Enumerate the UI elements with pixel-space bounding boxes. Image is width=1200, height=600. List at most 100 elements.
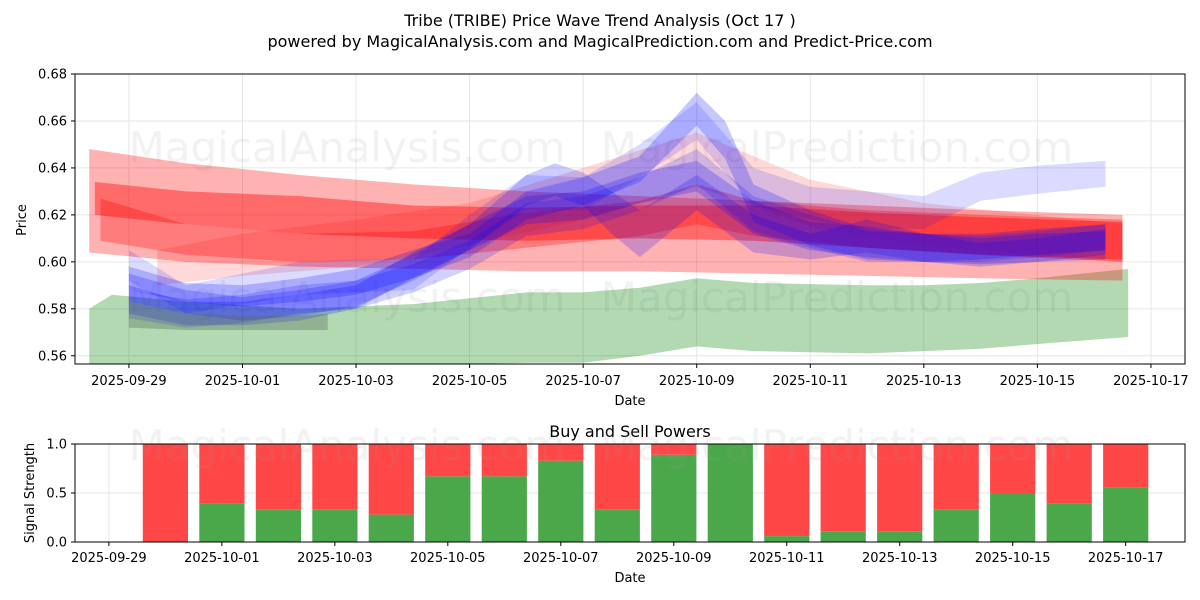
price-x-tick-label: 2025-10-11 [772,374,848,389]
watermark-analysis: MagicalAnalysis.com [129,123,566,172]
price-y-tick-label: 0.60 [38,255,67,270]
sell-bar-2025-10-03 [312,444,358,510]
buy-bar-2025-10-15 [990,493,1036,542]
price-x-tick-label: 2025-09-29 [91,374,167,389]
price-x-tick-label: 2025-10-17 [1113,374,1189,389]
price-y-tick-label: 0.64 [38,161,67,176]
signal-y-axis-label: Signal Strength [23,443,38,543]
price-frame [74,73,1186,365]
sell-bar-2025-10-14 [933,444,979,510]
buy-bar-2025-10-07 [538,460,584,542]
blue-wave-band-5 [128,149,1106,328]
signal-chart-title: Buy and Sell Powers [549,422,711,441]
buy-bar-2025-10-05 [425,476,471,542]
price-bands [89,92,1129,364]
buy-bar-2025-10-09 [651,454,697,542]
signal-panel: Buy and Sell Powers MagicalAnalysis.com … [23,421,1186,586]
buy-bar-2025-10-01 [199,503,245,542]
sell-bar-2025-10-01 [199,444,245,504]
buy-bar-2025-10-13 [877,531,923,542]
red-trend-band-3 [100,184,1123,262]
chart-subtitle: powered by MagicalAnalysis.com and Magic… [267,32,932,51]
signal-watermark-analysis: MagicalAnalysis.com [129,421,566,470]
signal-x-tick-label: 2025-09-29 [71,551,147,566]
price-x-axis-label: Date [614,394,645,409]
sell-bar-2025-10-13 [877,444,923,532]
signal-x-axis-label: Date [614,571,645,586]
price-y-tick-label: 0.66 [38,114,67,129]
blue-wave-band-4 [128,102,1106,314]
signal-y-tick-label: 1.0 [46,438,67,453]
buy-bar-2025-10-06 [481,476,527,542]
sell-bar-2025-10-16 [1046,444,1092,504]
green-support-band [89,268,1129,364]
sell-bar-2025-09-30 [142,444,188,542]
price-x-tick-label: 2025-10-03 [318,374,394,389]
signal-x-tick-label: 2025-10-05 [410,551,486,566]
signal-watermark-prediction: MagicalPrediction.com [601,421,1074,470]
red-trend-band-2 [94,182,1123,260]
signal-bars [142,444,1149,542]
price-x-ticks: 2025-09-29 2025-10-01 2025-10-03 2025-10-05… [91,364,1189,389]
sell-bar-2025-10-17 [1103,444,1149,488]
signal-x-tick-label: 2025-10-17 [1088,551,1164,566]
red-trend-band-1 [89,149,1123,281]
blue-wave-band-1 [128,92,1106,307]
price-y-axis-label: Price [15,204,30,236]
blue-wave-band-2 [128,160,1106,326]
buy-bar-2025-10-04 [368,514,414,542]
price-y-tick-label: 0.62 [38,208,67,223]
price-x-tick-label: 2025-10-09 [659,374,735,389]
buy-bar-2025-10-17 [1103,487,1149,542]
buy-bar-2025-10-12 [820,531,866,542]
signal-x-tick-label: 2025-10-11 [749,551,825,566]
sell-bar-2025-10-12 [820,444,866,532]
price-x-tick-label: 2025-10-01 [205,374,281,389]
signal-x-tick-label: 2025-10-09 [636,551,712,566]
price-x-tick-label: 2025-10-15 [1000,374,1076,389]
red-trend-band-4 [157,132,1123,286]
signal-x-ticks: 2025-09-29 2025-10-01 2025-10-03 2025-10-05… [71,542,1163,566]
signal-x-tick-label: 2025-10-03 [297,551,373,566]
price-x-tick-label: 2025-10-13 [886,374,962,389]
signal-watermarks: MagicalAnalysis.com MagicalPrediction.co… [129,421,1074,470]
blue-wave-band-3 [128,163,1106,321]
price-y-ticks: 0.56 0.58 0.60 0.62 0.64 0.66 0.68 [38,68,75,364]
signal-x-tick-label: 2025-10-01 [184,551,260,566]
sell-bar-2025-10-04 [368,444,414,515]
price-x-tick-label: 2025-10-07 [545,374,621,389]
signal-x-tick-label: 2025-10-07 [523,551,599,566]
signal-y-tick-label: 0.5 [46,487,67,502]
price-y-tick-label: 0.58 [38,302,67,317]
gray-overlap-band [128,301,328,330]
buy-bar-2025-10-10 [707,444,753,542]
sell-bar-2025-10-08 [594,444,640,510]
sell-bar-2025-10-06 [481,444,527,477]
buy-bar-2025-10-16 [1046,503,1092,542]
buy-bar-2025-10-14 [933,509,979,542]
price-grid [75,73,1185,364]
watermark-prediction-2: MagicalPrediction.com [601,273,1074,322]
price-y-tick-label: 0.56 [38,349,67,364]
chart-title: Tribe (TRIBE) Price Wave Trend Analysis … [403,11,795,30]
sell-bar-2025-10-09 [651,444,697,455]
buy-bar-2025-10-03 [312,509,358,542]
signal-y-ticks: 0.0 0.5 1.0 [46,438,75,551]
watermark-prediction: MagicalPrediction.com [601,123,1074,172]
price-x-tick-label: 2025-10-05 [432,374,508,389]
price-y-tick-label: 0.68 [38,68,67,83]
sell-bar-2025-10-05 [425,444,471,477]
signal-y-tick-label: 0.0 [46,536,67,551]
signal-x-tick-label: 2025-10-13 [862,551,938,566]
sell-bar-2025-10-02 [255,444,301,510]
sell-bar-2025-10-11 [764,444,810,537]
signal-x-tick-label: 2025-10-15 [975,551,1051,566]
price-watermarks: MagicalAnalysis.com MagicalPrediction.co… [129,123,1074,322]
buy-bar-2025-10-11 [764,536,810,542]
price-panel: MagicalAnalysis.com MagicalPrediction.co… [15,68,1189,410]
buy-bar-2025-10-08 [594,509,640,542]
sell-bar-2025-10-07 [538,444,584,461]
buy-bar-2025-10-02 [255,509,301,542]
watermark-analysis-2: MagicalAnalysis.com [129,273,566,322]
